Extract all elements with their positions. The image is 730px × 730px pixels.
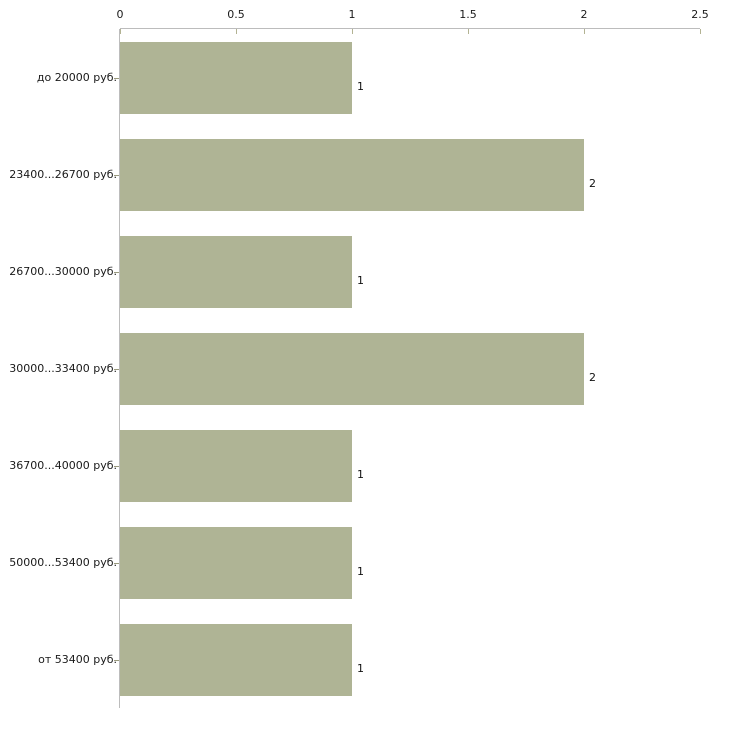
- bar-value-label: 1: [357, 565, 364, 578]
- y-axis-line: [119, 29, 120, 708]
- category-label: от 53400 руб.: [38, 653, 117, 666]
- x-tick-label: 1: [348, 8, 356, 21]
- y-tick-mark: [114, 272, 119, 273]
- y-tick-mark: [114, 563, 119, 564]
- bar-value-label: 1: [357, 468, 364, 481]
- x-tick-label: 2.5: [691, 8, 709, 21]
- x-axis-line: [120, 28, 700, 29]
- bar-value-label: 1: [357, 274, 364, 287]
- bar: [120, 430, 352, 502]
- bar: [120, 527, 352, 599]
- category-label: 30000...33400 руб.: [9, 362, 117, 375]
- x-tick-mark: [468, 29, 469, 34]
- x-tick-label: 0.5: [227, 8, 245, 21]
- x-tick-mark: [584, 29, 585, 34]
- x-tick-label: 0: [116, 8, 124, 21]
- y-tick-mark: [114, 78, 119, 79]
- x-tick-label: 2: [580, 8, 588, 21]
- y-tick-mark: [114, 369, 119, 370]
- x-tick-label: 1.5: [459, 8, 477, 21]
- bar: [120, 333, 584, 405]
- category-label: 26700...30000 руб.: [9, 265, 117, 278]
- y-tick-mark: [114, 466, 119, 467]
- category-label: 23400...26700 руб.: [9, 168, 117, 181]
- bar-value-label: 2: [589, 371, 596, 384]
- bar: [120, 236, 352, 308]
- category-label: до 20000 руб.: [36, 71, 117, 84]
- y-tick-mark: [114, 175, 119, 176]
- bar-value-label: 2: [589, 177, 596, 190]
- bar: [120, 139, 584, 211]
- category-label: 36700...40000 руб.: [9, 459, 117, 472]
- x-tick-mark: [352, 29, 353, 34]
- x-tick-mark: [120, 29, 121, 34]
- x-tick-mark: [700, 29, 701, 34]
- bar: [120, 42, 352, 114]
- bar-value-label: 1: [357, 80, 364, 93]
- bar-value-label: 1: [357, 662, 364, 675]
- x-tick-mark: [236, 29, 237, 34]
- bar: [120, 624, 352, 696]
- category-label: 50000...53400 руб.: [9, 556, 117, 569]
- y-tick-mark: [114, 660, 119, 661]
